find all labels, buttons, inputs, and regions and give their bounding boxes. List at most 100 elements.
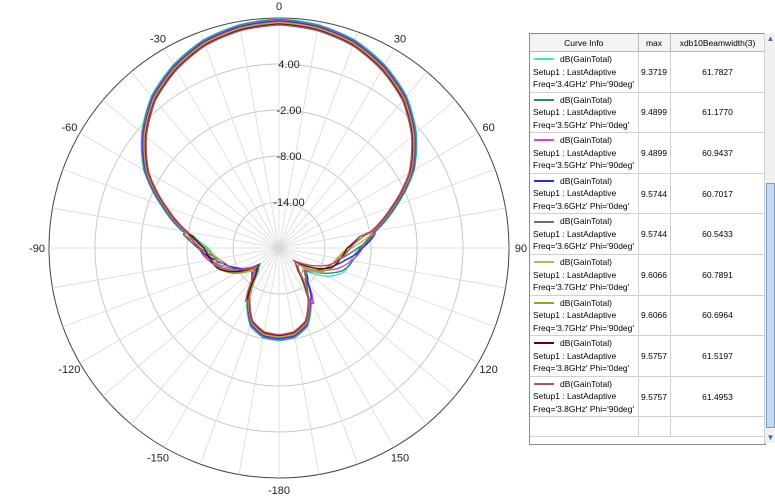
grid-spoke — [199, 247, 280, 465]
legend-row[interactable]: dB(GainTotal) Setup1 : LastAdaptive Freq='… — [530, 92, 765, 134]
legend-max-value: 9.6066 — [638, 254, 671, 296]
legend-max-value: 9.3719 — [638, 51, 671, 93]
legend-beamwidth-value: 61.1770 — [670, 92, 765, 134]
legend-curve-info: dB(GainTotal) Setup1 : LastAdaptive Freq='… — [530, 376, 639, 418]
legend-freq: Freq='3.8GHz' Phi='90deg' — [533, 403, 634, 414]
legend-curve-info: dB(GainTotal) Setup1 : LastAdaptive Freq='… — [530, 51, 639, 93]
grid-spoke — [278, 168, 496, 249]
legend-row[interactable]: dB(GainTotal) Setup1 : LastAdaptive Freq='… — [530, 335, 765, 377]
scroll-down-arrow-icon[interactable]: ▼ — [766, 433, 775, 442]
legend-row[interactable]: dB(GainTotal) Setup1 : LastAdaptive Freq='… — [530, 376, 765, 418]
scroll-up-arrow-icon[interactable]: ▲ — [766, 34, 775, 43]
legend-scrollbar[interactable]: ▲ ▼ — [764, 33, 775, 443]
legend-series-name: dB(GainTotal) — [560, 257, 612, 268]
grid-spoke — [278, 247, 456, 397]
legend-curve-info: dB(GainTotal) Setup1 : LastAdaptive Freq='… — [530, 335, 639, 377]
grid-spoke — [79, 132, 280, 249]
legend-setup: Setup1 : LastAdaptive — [533, 310, 617, 321]
legend-setup: Setup1 : LastAdaptive — [533, 391, 617, 402]
grid-spoke — [278, 247, 428, 425]
angle-label: -150 — [147, 453, 169, 465]
legend-row[interactable]: dB(GainTotal) Setup1 : LastAdaptive Freq='… — [530, 295, 765, 337]
legend-series-name: dB(GainTotal) — [560, 216, 612, 227]
legend-setup: Setup1 : LastAdaptive — [533, 350, 617, 361]
legend-beamwidth-value: 60.6964 — [670, 295, 765, 337]
legend-beamwidth-value: 61.7827 — [670, 51, 765, 93]
legend-beamwidth-value: 60.7017 — [670, 173, 765, 215]
legend-row[interactable]: dB(GainTotal) Setup1 : LastAdaptive Freq='… — [530, 254, 765, 296]
pattern-curves — [140, 18, 418, 342]
legend-swatch — [534, 58, 554, 61]
legend-setup: Setup1 : LastAdaptive — [533, 269, 617, 280]
legend-row[interactable]: dB(GainTotal) Setup1 : LastAdaptive Freq='… — [530, 173, 765, 215]
legend-curve-info: dB(GainTotal) Setup1 : LastAdaptive Freq='… — [530, 254, 639, 296]
legend-max-value: 9.4899 — [638, 92, 671, 134]
legend-beamwidth-value: 61.5197 — [670, 335, 765, 377]
legend-freq: Freq='3.5GHz' Phi='0deg' — [533, 119, 630, 130]
angle-label: 120 — [479, 364, 497, 376]
legend-curve-info: dB(GainTotal) Setup1 : LastAdaptive Freq='… — [530, 132, 639, 174]
legend-freq: Freq='3.6GHz' Phi='90deg' — [533, 241, 634, 252]
legend-freq: Freq='3.7GHz' Phi='0deg' — [533, 282, 630, 293]
legend-curve-info: dB(GainTotal) Setup1 : LastAdaptive Freq='… — [530, 92, 639, 134]
legend-header-beamwidth[interactable]: xdb10Beamwidth(3) — [670, 34, 765, 52]
radial-tick-label: -14.00 — [273, 197, 304, 209]
pattern-curve — [144, 23, 414, 337]
legend-series-name: dB(GainTotal) — [560, 378, 612, 389]
legend-row[interactable]: dB(GainTotal) Setup1 : LastAdaptive Freq='… — [530, 51, 765, 93]
angle-label: 90 — [515, 243, 527, 255]
legend-header-max[interactable]: max — [638, 34, 671, 52]
legend-swatch — [534, 301, 554, 304]
scroll-thumb[interactable] — [766, 183, 775, 428]
legend-swatch — [534, 261, 554, 264]
radial-tick-label: -8.00 — [276, 151, 301, 163]
legend-beamwidth-value: 60.9437 — [670, 132, 765, 174]
legend-setup: Setup1 : LastAdaptive — [533, 228, 617, 239]
legend-freq: Freq='3.8GHz' Phi='0deg' — [533, 363, 630, 374]
angle-label: 150 — [391, 453, 409, 465]
legend-header-curve-info[interactable]: Curve Info — [530, 34, 639, 52]
angle-label: 0 — [276, 1, 282, 13]
legend-series-name: dB(GainTotal) — [560, 338, 612, 349]
legend-freq: Freq='3.5GHz' Phi='90deg' — [533, 160, 634, 171]
legend-curve-info: dB(GainTotal) Setup1 : LastAdaptive Freq='… — [530, 173, 639, 215]
radial-tick-label: -2.00 — [276, 105, 301, 117]
legend-empty-cell — [670, 416, 765, 438]
legend-setup: Setup1 : LastAdaptive — [533, 66, 617, 77]
polar-grid — [48, 17, 510, 479]
legend-setup: Setup1 : LastAdaptive — [533, 147, 617, 158]
legend-max-value: 9.6066 — [638, 295, 671, 337]
legend-beamwidth-value: 60.5433 — [670, 213, 765, 255]
legend-series-name: dB(GainTotal) — [560, 54, 612, 65]
grid-spoke — [163, 48, 280, 249]
grid-spoke — [62, 168, 280, 249]
legend-row[interactable]: dB(GainTotal) Setup1 : LastAdaptive Freq='… — [530, 213, 765, 255]
angle-label: -60 — [61, 122, 77, 134]
angle-label: -90 — [29, 243, 45, 255]
legend-beamwidth-value: 61.4953 — [670, 376, 765, 418]
grid-spoke — [278, 31, 359, 249]
grid-spoke — [278, 247, 320, 475]
angle-label: -120 — [58, 364, 80, 376]
grid-spoke — [79, 247, 280, 364]
legend-swatch — [534, 98, 554, 101]
grid-spoke — [163, 247, 280, 448]
angle-labels: 0 30 60 90 120 150 -180 -150 -120 -90 -60 -30 4.00 -2… — [29, 1, 527, 497]
legend-swatch — [534, 342, 554, 345]
grid-spoke — [102, 247, 280, 397]
grid-spoke — [278, 207, 506, 249]
grid-spoke — [278, 247, 395, 448]
legend-swatch — [534, 139, 554, 142]
grid-spoke — [199, 31, 280, 249]
legend-series-name: dB(GainTotal) — [560, 94, 612, 105]
legend-max-value: 9.5744 — [638, 213, 671, 255]
grid-spoke — [278, 132, 479, 249]
grid-spoke — [238, 21, 280, 249]
grid-spoke — [102, 99, 280, 249]
grid-spoke — [278, 247, 506, 289]
angle-label: -180 — [268, 485, 290, 497]
pattern-curve — [145, 24, 413, 336]
legend-row[interactable]: dB(GainTotal) Setup1 : LastAdaptive Freq='… — [530, 132, 765, 174]
legend-table: Curve Info max xdb10Beamwidth(3) dB(Gain… — [530, 34, 765, 438]
legend-empty-cell — [530, 416, 639, 438]
